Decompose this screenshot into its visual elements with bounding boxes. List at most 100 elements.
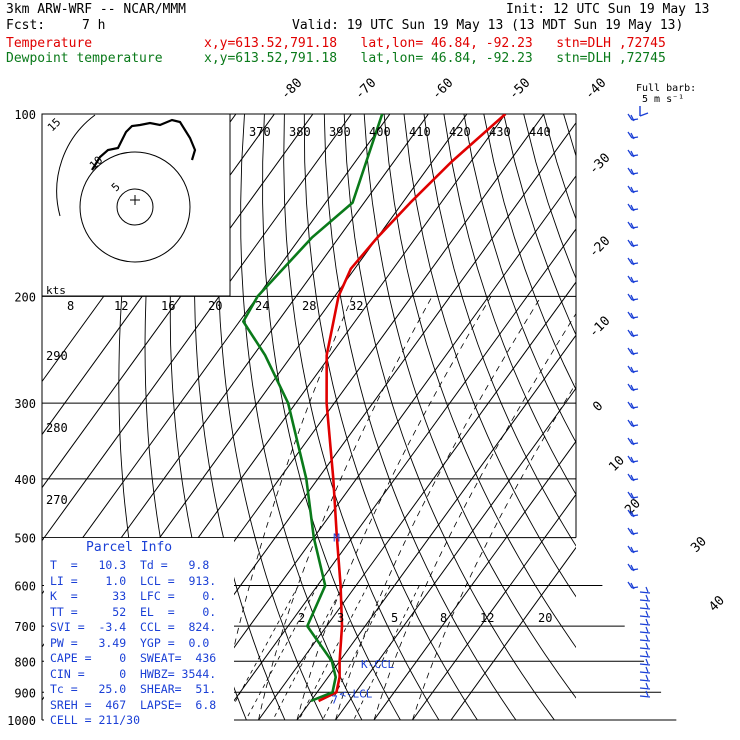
parcel-info-row: CELL = 211/30 <box>50 713 141 727</box>
isotherm-line <box>42 114 391 595</box>
hodograph-speed-label: 8 <box>67 299 74 313</box>
mixing-ratio-tick-label: 3 <box>337 611 344 625</box>
isotherm-tick-label: -80 <box>278 76 305 103</box>
wind-barb <box>627 203 639 212</box>
isotherm-tick-label: -60 <box>429 76 456 103</box>
wind-barb <box>627 113 639 122</box>
hodograph-speed-label: 32 <box>349 299 363 313</box>
isotherm-line <box>219 228 576 720</box>
wind-barb <box>639 626 651 634</box>
wind-barb <box>627 257 639 266</box>
wind-barb <box>627 275 639 284</box>
isotherm-line <box>296 334 576 720</box>
dry-adiabat-line <box>443 114 576 496</box>
parcel-info-row: CIN = 0 HWBZ= 3544. <box>50 666 217 681</box>
wind-barb <box>639 642 651 650</box>
mixing-ratio-line <box>272 585 344 720</box>
dry-adiabat-line <box>363 114 576 699</box>
dry-adiabat-line <box>283 114 440 720</box>
parcel-info-row: Tc = 25.0 SHEAR= 51. <box>50 682 217 696</box>
wind-barb <box>627 401 639 410</box>
pressure-tick-label: 900 <box>14 686 36 700</box>
theta-tick-label: 270 <box>46 493 68 507</box>
mixing-ratio-line <box>245 585 319 720</box>
wind-barb <box>627 545 639 554</box>
theta-tick-label: 370 <box>249 125 271 139</box>
theta-tick-label: 400 <box>369 125 391 139</box>
dry-adiabat-line <box>503 114 576 336</box>
isotherm-line <box>335 387 576 720</box>
mixing-ratio-line <box>225 585 299 720</box>
isotherm-line <box>42 114 314 489</box>
parcel-info-row: TT = 52 EL = 0. <box>50 604 217 619</box>
isotherm-tick-label: -40 <box>582 76 609 103</box>
mixing-ratio-line <box>298 585 369 720</box>
isotherm-tick-label: 0 <box>590 399 606 415</box>
valid-time: Valid: 19 UTC Sun 19 May 13 (13 MDT Sun … <box>292 18 684 33</box>
dry-adiabat-line <box>343 114 555 720</box>
wind-barb <box>627 185 639 194</box>
hodograph-origin <box>130 195 140 205</box>
model-title: 3km ARW-WRF -- NCAR/MMM <box>6 2 187 17</box>
parcel-info-row: T = 10.3 Td = 9.8 <box>50 558 210 572</box>
wind-barb-legend-symbol <box>639 106 649 117</box>
pressure-tick-label: 400 <box>14 473 36 487</box>
hodograph-speed-label: 20 <box>208 299 222 313</box>
dewpoint-profile <box>242 114 384 703</box>
isotherm-tick-label: -70 <box>352 76 379 103</box>
wind-barb <box>639 594 651 602</box>
dry-adiabat-line <box>240 114 363 720</box>
wind-barb <box>627 527 639 536</box>
wind-barb <box>627 455 639 464</box>
theta-tick-label: 440 <box>529 125 551 139</box>
isotherm-line <box>181 175 576 720</box>
theta-tick-label: 410 <box>409 125 431 139</box>
barb-legend-unit: 5 m s⁻¹ <box>642 94 685 105</box>
wind-barb <box>627 293 639 302</box>
wind-barb <box>627 221 639 230</box>
wind-barb <box>627 131 639 140</box>
temperature-location: x,y=613.52,791.18 lat,lon= 46.84, -92.23… <box>204 36 666 51</box>
mixing-ratio-tick-label: 5 <box>391 611 398 625</box>
moist-adiabat-line <box>296 296 492 720</box>
temperature-profile <box>318 114 507 703</box>
wind-barb <box>639 682 651 690</box>
wind-barb <box>627 149 639 158</box>
dry-adiabat-line <box>523 114 576 280</box>
parcel-info-row: K = 33 LFC = 0. <box>50 589 217 603</box>
hodograph-ring <box>116 188 154 226</box>
wind-barb <box>627 311 639 320</box>
pressure-tick-label: 300 <box>14 397 36 411</box>
dewpoint-location: x,y=613.52,791.18 lat,lon= 46.84, -92.23… <box>204 51 666 66</box>
wind-barb <box>639 658 651 666</box>
wind-barb <box>627 563 639 572</box>
init-time: Init: 12 UTC Sun 19 May 13 <box>506 2 710 17</box>
isotherm-tick-label: -10 <box>586 314 613 341</box>
dry-adiabat-line <box>423 114 576 547</box>
isotherm-line <box>450 546 576 720</box>
dry-adiabat-line <box>383 114 576 649</box>
dry-adiabat-line <box>217 114 324 720</box>
dry-adiabat-line <box>543 114 576 221</box>
isotherm-tick-label: -30 <box>586 151 613 178</box>
wind-barb <box>639 690 651 698</box>
wind-barb <box>627 167 639 176</box>
isotherm-tick-label: 10 <box>606 453 628 475</box>
pressure-tick-label: 1000 <box>7 714 36 728</box>
wind-barb <box>639 586 651 594</box>
isotherm-tick-label: 40 <box>706 593 728 615</box>
hodograph-trace <box>91 118 197 171</box>
parcel-info-row: PW = 3.49 YGP = 0.0 <box>50 635 210 650</box>
wind-barb <box>627 419 639 428</box>
pressure-tick-label: 600 <box>14 580 36 594</box>
parcel-info-row: CAPE = 0 SWEAT= 436 <box>50 651 217 665</box>
hodograph-ring <box>56 114 96 217</box>
mixing-ratio-tick-label: 8 <box>440 611 447 625</box>
wind-barb <box>627 347 639 356</box>
parcel-info-panel: Parcel Info T = 10.3 Td = 9.8 LI = 1.0 LC… <box>44 538 232 730</box>
wind-barb <box>639 602 651 610</box>
pressure-tick-label: 500 <box>14 532 36 546</box>
hodograph-speed-label: 28 <box>302 299 316 313</box>
mixing-ratio-tick-label: 20 <box>538 611 552 625</box>
